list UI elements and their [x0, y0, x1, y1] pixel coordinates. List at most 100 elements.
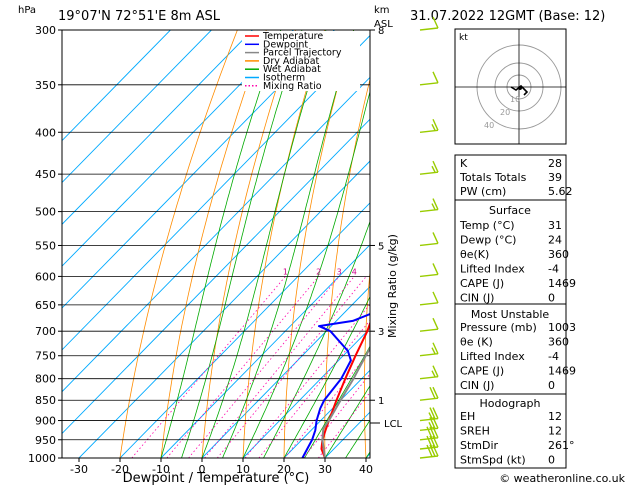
wind-barb-half-flag: [431, 370, 436, 377]
wind-barb-flag: [432, 71, 439, 84]
table-row-value: 5.62: [548, 185, 573, 198]
temperature-tick-label: -10: [152, 463, 170, 476]
wind-barb-flag: [432, 291, 439, 304]
asl-label: ASL: [374, 19, 393, 30]
table-row-label: CAPE (J): [460, 277, 504, 290]
table-row-label: K: [460, 157, 468, 170]
wind-barb-shaft: [419, 417, 439, 422]
table-row-label: Temp (°C): [459, 219, 515, 232]
mixing-ratio-line: [284, 350, 370, 458]
pressure-tick-label: 850: [35, 394, 56, 407]
mixing-ratio-line: [258, 319, 370, 458]
pressure-tick-label: 500: [35, 206, 56, 219]
wet-adiabat-line: [160, 30, 282, 458]
legend-box: [242, 31, 360, 91]
wind-barb-shaft: [419, 208, 439, 213]
table-row-value: 1469: [548, 365, 576, 378]
wind-barb: [419, 232, 439, 247]
isotherm-line: [62, 118, 370, 435]
table-row-value: 12: [548, 410, 562, 423]
wind-barb-flag: [432, 198, 439, 210]
wet-adiabat-line: [181, 30, 303, 458]
table-row-value: 28: [548, 157, 562, 170]
wind-barb-shaft: [419, 397, 439, 401]
wind-barb-flag: [426, 426, 433, 439]
isotherm-line: [62, 30, 335, 309]
copyright: © weatheronline.co.uk: [499, 472, 625, 485]
series-dewpoint: [301, 313, 370, 458]
data-tables: K 28 Totals Totals 39 PW (cm) 5.62 Surface Te…: [454, 154, 576, 469]
mixing-ratio-line: [188, 276, 340, 458]
table-row-label: SREH: [460, 425, 490, 438]
hodograph-table-title: Hodograph: [480, 397, 541, 410]
surface-title: Surface: [489, 204, 531, 217]
plot-frame: [61, 29, 371, 459]
x-axis-title: Dewpoint / Temperature (°C): [123, 471, 310, 486]
wind-barb-shaft: [419, 171, 439, 175]
mixing-ratio-label: 4: [352, 267, 357, 276]
temperature-tick-label: -30: [70, 463, 88, 476]
table-row-value: 12: [548, 425, 562, 438]
wind-barb-flag: [432, 317, 439, 330]
temperature-tick-label: 20: [277, 463, 291, 476]
mixing-ratio-line: [204, 276, 355, 458]
isotherm-line: [62, 30, 212, 184]
legend-entry: Temperature: [262, 31, 323, 42]
mixing-ratio-label: 1: [283, 267, 288, 276]
table-row-value: 0: [548, 379, 555, 392]
table-row-value: -4: [548, 263, 559, 276]
table-row-value: 360: [548, 248, 569, 261]
isotherm-line: [62, 30, 253, 225]
table-row-value: 39: [548, 171, 562, 184]
wind-barb-shaft: [419, 353, 439, 357]
wind-barb-shaft: [419, 437, 439, 441]
table-row-label: Lifted Index: [460, 263, 525, 276]
hodograph-trace: [510, 84, 529, 96]
wind-barb-shaft: [419, 427, 439, 431]
table-row-label: StmSpd (kt): [460, 454, 526, 467]
dry-adiabat-line: [578, 30, 612, 458]
table-row-value: 261°: [548, 439, 575, 452]
isotherm-line: [201, 285, 370, 458]
pressure-tick-label: 550: [35, 239, 56, 252]
table-row-label: CIN (J): [460, 292, 494, 305]
wind-barb-flag: [432, 365, 439, 377]
series-temperature: [320, 320, 370, 458]
table-row-value: 24: [548, 234, 562, 247]
wind-barb-half-flag: [431, 123, 436, 131]
wind-barb: [419, 342, 439, 357]
series-parcel-trajectory: [321, 346, 370, 458]
hodograph-ring-label: 10: [510, 95, 520, 104]
wind-barb-half-flag: [431, 347, 436, 355]
table-row-label: EH: [460, 410, 475, 423]
wind-barb: [419, 118, 439, 133]
table-row-label: Lifted Index: [460, 350, 525, 363]
wind-barb-shaft: [419, 375, 439, 380]
wind-barb-flag: [432, 342, 439, 355]
wet-adiabat-line: [324, 385, 370, 458]
mixing-ratio-line: [166, 276, 319, 458]
table-row-value: 360: [548, 336, 569, 349]
table-row-label: StmDir: [460, 439, 499, 452]
pressure-tick-label: 650: [35, 299, 56, 312]
wind-barb-half-flag: [428, 421, 433, 429]
wind-barb-flag: [432, 232, 439, 244]
temperature-tick-label: 40: [359, 463, 373, 476]
axes: 3003504004505005506006507007508008509009…: [28, 24, 384, 476]
isotherm-line: [119, 202, 370, 458]
table-row-value: 31: [548, 219, 562, 232]
wind-barb: [419, 386, 439, 401]
wind-barb: [419, 71, 439, 86]
dry-adiabat-line: [283, 30, 354, 458]
isotherm-line: [62, 30, 171, 142]
isotherm-line: [78, 160, 370, 458]
isotherm-line: [62, 76, 370, 393]
wind-barb-flag: [432, 263, 439, 275]
wind-barb-flag: [432, 407, 439, 419]
pressure-tick-label: 800: [35, 373, 56, 386]
wind-barb: [419, 160, 439, 175]
